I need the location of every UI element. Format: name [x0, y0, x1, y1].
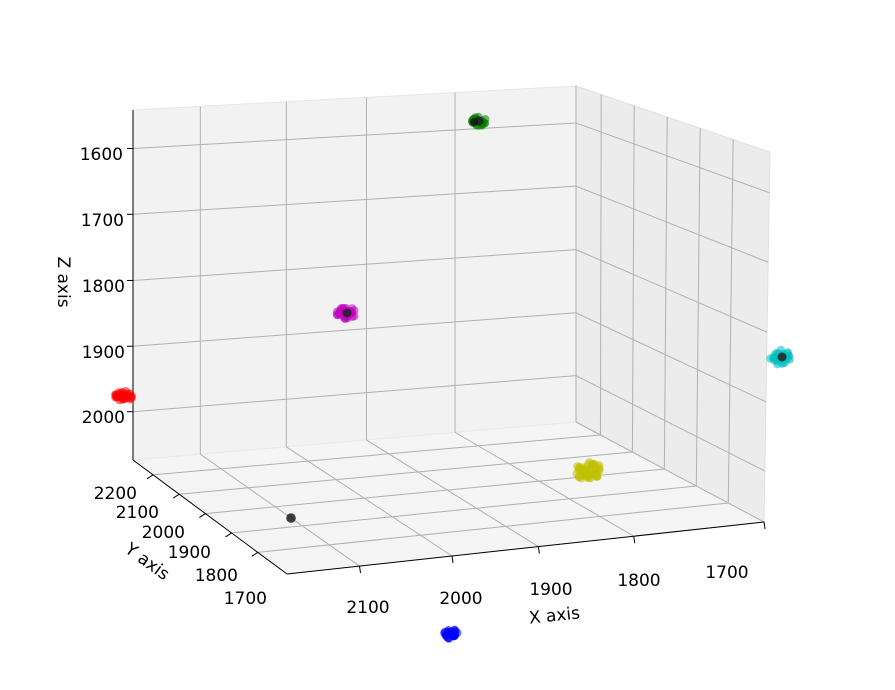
y-tick-label: 2100 [116, 503, 159, 523]
gridline [132, 122, 770, 194]
x-tick-label: 1700 [705, 563, 748, 583]
gridline [366, 439, 539, 548]
cluster-point [585, 473, 594, 482]
y-tick-label: 2200 [94, 484, 137, 504]
gridline [257, 502, 729, 553]
y-tick-label: 1900 [168, 543, 211, 563]
cluster-point [581, 464, 590, 474]
z-tick-label: 1700 [81, 211, 124, 231]
x-tick [359, 566, 361, 574]
y-tick [199, 513, 206, 518]
cluster-point [589, 460, 598, 469]
gridline [286, 446, 453, 557]
gridline [575, 421, 765, 523]
x-tick-label: 2000 [439, 589, 482, 609]
gridline [231, 485, 697, 534]
centroid-point [470, 118, 478, 126]
x-tick-label: 1800 [617, 571, 660, 591]
x-tick [451, 555, 454, 564]
y-tick-label: 1800 [195, 566, 238, 586]
x-tick [633, 536, 636, 544]
gridline [132, 185, 769, 263]
gridlines [132, 86, 770, 567]
x-tick [537, 546, 540, 554]
gridline [663, 117, 668, 470]
centroid-point [777, 352, 787, 362]
back-pane [132, 85, 577, 461]
gridline [599, 94, 602, 436]
gridline [631, 105, 635, 453]
x-tick-label: 2100 [346, 598, 389, 618]
tick-marks [127, 148, 766, 574]
gridline [132, 312, 767, 403]
z-tick-label: 1900 [82, 343, 125, 363]
x-axis-label: X axis [528, 603, 581, 628]
gridline [695, 128, 701, 487]
y-axis-line [132, 459, 288, 575]
y-tick [225, 532, 232, 538]
y-tick-label: 1700 [224, 589, 267, 609]
x-tick-label: 1900 [529, 580, 572, 600]
gridline [454, 431, 635, 537]
z-tick-label: 1600 [80, 145, 123, 165]
gridline [152, 434, 601, 476]
gridline [727, 139, 734, 504]
gridline [132, 249, 768, 333]
data-points [111, 112, 794, 643]
cluster-point [594, 466, 603, 476]
z-tick-label: 2000 [82, 408, 125, 428]
x-tick [763, 521, 766, 530]
gridline [132, 375, 766, 472]
centroid-point [342, 308, 352, 318]
y-axis-label: Y axis [120, 539, 173, 585]
gridline [200, 453, 360, 567]
y-tick [172, 493, 180, 499]
outlier-point [286, 513, 296, 523]
y-tick-label: 2000 [142, 523, 185, 543]
cluster-point [121, 387, 131, 396]
cluster-point [332, 307, 342, 316]
x-axis-line [286, 521, 765, 575]
z-axis-label: Z axis [53, 256, 73, 307]
cluster-point [785, 355, 794, 364]
cluster-point [114, 388, 123, 397]
gridline [179, 451, 633, 495]
cluster-point [576, 474, 586, 483]
y-tick [146, 474, 154, 480]
y-tick [251, 551, 259, 557]
cluster-point [443, 627, 452, 636]
z-tick-label: 1800 [82, 277, 125, 297]
